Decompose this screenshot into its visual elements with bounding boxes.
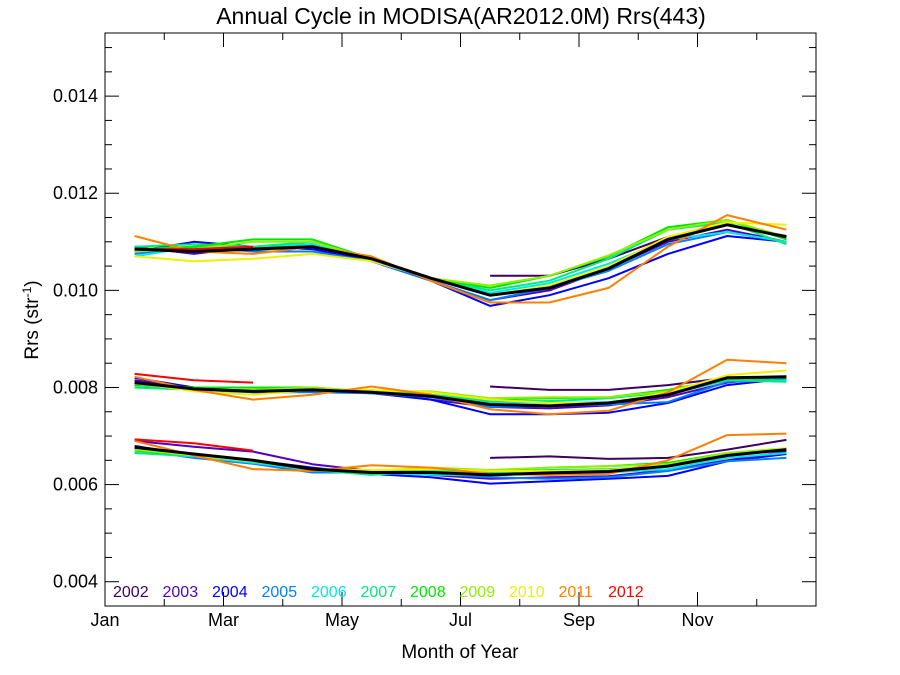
x-tick-label: Jan bbox=[90, 610, 119, 630]
2011-line-3 bbox=[134, 432, 787, 476]
x-tick-label: Sep bbox=[563, 610, 595, 630]
2012-line-2 bbox=[134, 372, 254, 384]
legend-entry-2007: 2007 bbox=[361, 584, 397, 601]
y-tick-label: 0.012 bbox=[53, 183, 98, 203]
mean-line-2 bbox=[134, 375, 787, 408]
2011-line-2 bbox=[134, 358, 787, 416]
2008-line-1 bbox=[134, 219, 787, 289]
2010-line-2 bbox=[134, 369, 787, 404]
legend-entry-2009: 2009 bbox=[460, 584, 496, 601]
series-layer bbox=[134, 214, 787, 485]
legend-entry-2005: 2005 bbox=[262, 584, 298, 601]
legend-entry-2002: 2002 bbox=[113, 584, 149, 601]
series-mean bbox=[134, 223, 787, 477]
legend-entry-2010: 2010 bbox=[509, 584, 545, 601]
y-axis-label: Rrs (str-1) bbox=[20, 280, 43, 359]
legend-entry-2012: 2012 bbox=[608, 584, 644, 601]
x-tick-label: May bbox=[325, 610, 359, 630]
y-tick-label: 0.008 bbox=[53, 377, 98, 397]
2011-line-1 bbox=[134, 214, 787, 304]
y-tick-label: 0.006 bbox=[53, 475, 98, 495]
series-2011 bbox=[134, 214, 787, 476]
axis-ticks: Jan Mar May Jul Sep Nov 0.004 0.006 0.008 0.010 0.… bbox=[53, 33, 816, 630]
x-tick-label: Mar bbox=[208, 610, 239, 630]
legend-entry-2004: 2004 bbox=[212, 584, 248, 601]
2009-line-1 bbox=[134, 219, 787, 287]
chart-title: Annual Cycle in MODISA(AR2012.0M) Rrs(44… bbox=[216, 3, 706, 29]
mean-line-1 bbox=[134, 223, 787, 297]
legend: 2002 2003 2004 2005 2006 2007 2008 2009 2010 2011… bbox=[113, 584, 644, 601]
x-axis-label: Month of Year bbox=[401, 642, 519, 663]
legend-entry-2011: 2011 bbox=[559, 584, 594, 601]
legend-entry-2006: 2006 bbox=[311, 584, 347, 601]
mean-line-3 bbox=[134, 445, 787, 477]
y-tick-label: 0.004 bbox=[53, 572, 98, 592]
y-tick-label: 0.010 bbox=[53, 280, 98, 300]
y-tick-label: 0.014 bbox=[53, 86, 98, 106]
x-tick-label: Jul bbox=[449, 610, 472, 630]
2012-line-3 bbox=[134, 438, 254, 452]
2002-line-3 bbox=[490, 438, 787, 460]
legend-entry-2003: 2003 bbox=[163, 584, 199, 601]
x-tick-label: Nov bbox=[681, 610, 713, 630]
legend-entry-2008: 2008 bbox=[410, 584, 446, 601]
